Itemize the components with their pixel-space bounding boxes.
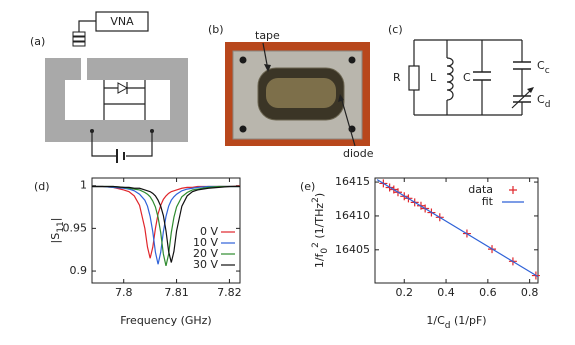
x-tick-label: 0.8: [521, 286, 539, 299]
label-part: 1/f: [313, 252, 326, 268]
legend-label: 10 V: [193, 236, 218, 249]
legend-label: 0 V: [200, 225, 218, 238]
diode-symbol: [117, 82, 129, 94]
label-part: ): [313, 193, 326, 197]
label-part: (1/THz: [313, 203, 326, 242]
c-label: C: [463, 71, 471, 84]
panel-b: (b) tape diode: [208, 23, 374, 160]
x-tick-label: 7.81: [164, 286, 189, 299]
label-part: 1/C: [426, 314, 445, 327]
tuning-arrow: [511, 88, 533, 109]
label-sup: 2: [311, 197, 321, 203]
x-tick-label: 0.4: [437, 286, 455, 299]
arrow: [340, 96, 356, 147]
y-tick-label: 0.9: [70, 264, 88, 277]
legend-label: data: [468, 183, 493, 196]
cavity-inner: [266, 78, 336, 108]
series-line: [92, 185, 240, 267]
panel-label: (c): [388, 23, 403, 36]
panel-label: (b): [208, 23, 224, 36]
tuning-arrow-head: [527, 87, 534, 93]
arrow-head: [338, 94, 344, 102]
r-label: R: [393, 71, 401, 84]
panel-label: (a): [30, 35, 45, 48]
y-tick-label: 1: [80, 179, 87, 192]
cc-main: C: [537, 59, 545, 72]
label-part: |: [49, 218, 62, 222]
label-sub: 11: [56, 221, 66, 232]
l-label: L: [430, 71, 437, 84]
panel-a: (a) VNA: [30, 11, 188, 163]
panel-label: (d): [34, 180, 50, 193]
wire: [78, 20, 96, 32]
vna-label: VNA: [110, 15, 134, 28]
plot-frame: [374, 177, 539, 284]
diode-wiring: [103, 80, 146, 120]
cd-label: Cd: [537, 93, 550, 110]
diode-label: diode: [343, 147, 374, 160]
legend-label: 30 V: [193, 258, 218, 271]
series-line: [92, 185, 240, 263]
x-tick-label: 0.6: [479, 286, 497, 299]
label-sub: d: [445, 321, 451, 331]
screws: [239, 56, 356, 133]
y-tick-label: 0.95: [63, 221, 88, 234]
legend-swatch: [509, 186, 517, 194]
cc-sub: c: [545, 66, 550, 76]
label-part: (1/pF): [451, 314, 487, 327]
x-axis-label: Frequency (GHz): [120, 314, 211, 327]
bias-wire: [91, 131, 153, 157]
y-tick-label: 16415: [335, 175, 370, 188]
y-tick-label: 16410: [335, 209, 370, 222]
cd-main: C: [537, 93, 545, 106]
legend-label: fit: [482, 195, 494, 208]
circuit-wires: [413, 39, 523, 116]
coil: [72, 31, 86, 47]
split-ring: [45, 58, 188, 142]
ring-gap: [81, 58, 87, 80]
legend-label: 20 V: [193, 247, 218, 260]
plot-frame: [91, 177, 241, 284]
panel-c: (c) R L C Cc Cd: [388, 23, 550, 116]
y-axis-label: |S11|: [49, 218, 66, 244]
cc-label: Cc: [537, 59, 550, 76]
x-tick-label: 7.8: [115, 286, 133, 299]
x-axis-label: 1/Cd (1/pF): [426, 314, 486, 331]
label-part: |S: [49, 233, 62, 244]
y-axis-label: 1/f02 (1/THz2): [311, 193, 330, 268]
series-line: [92, 185, 241, 259]
label-sup: 2: [311, 242, 321, 248]
inductor: [446, 57, 454, 101]
battery: [116, 149, 125, 163]
label-sub: 0: [320, 248, 330, 254]
y-tick-label: 16405: [335, 243, 370, 256]
panel-label: (e): [300, 180, 315, 193]
tape-label: tape: [255, 29, 280, 42]
x-tick-label: 7.82: [217, 286, 242, 299]
arrow-head: [264, 64, 271, 72]
capacitor-plates: [473, 61, 531, 103]
x-tick-label: 0.2: [396, 286, 414, 299]
cd-sub: d: [545, 100, 551, 110]
fit-line: [376, 179, 539, 278]
resistor: [408, 65, 420, 91]
